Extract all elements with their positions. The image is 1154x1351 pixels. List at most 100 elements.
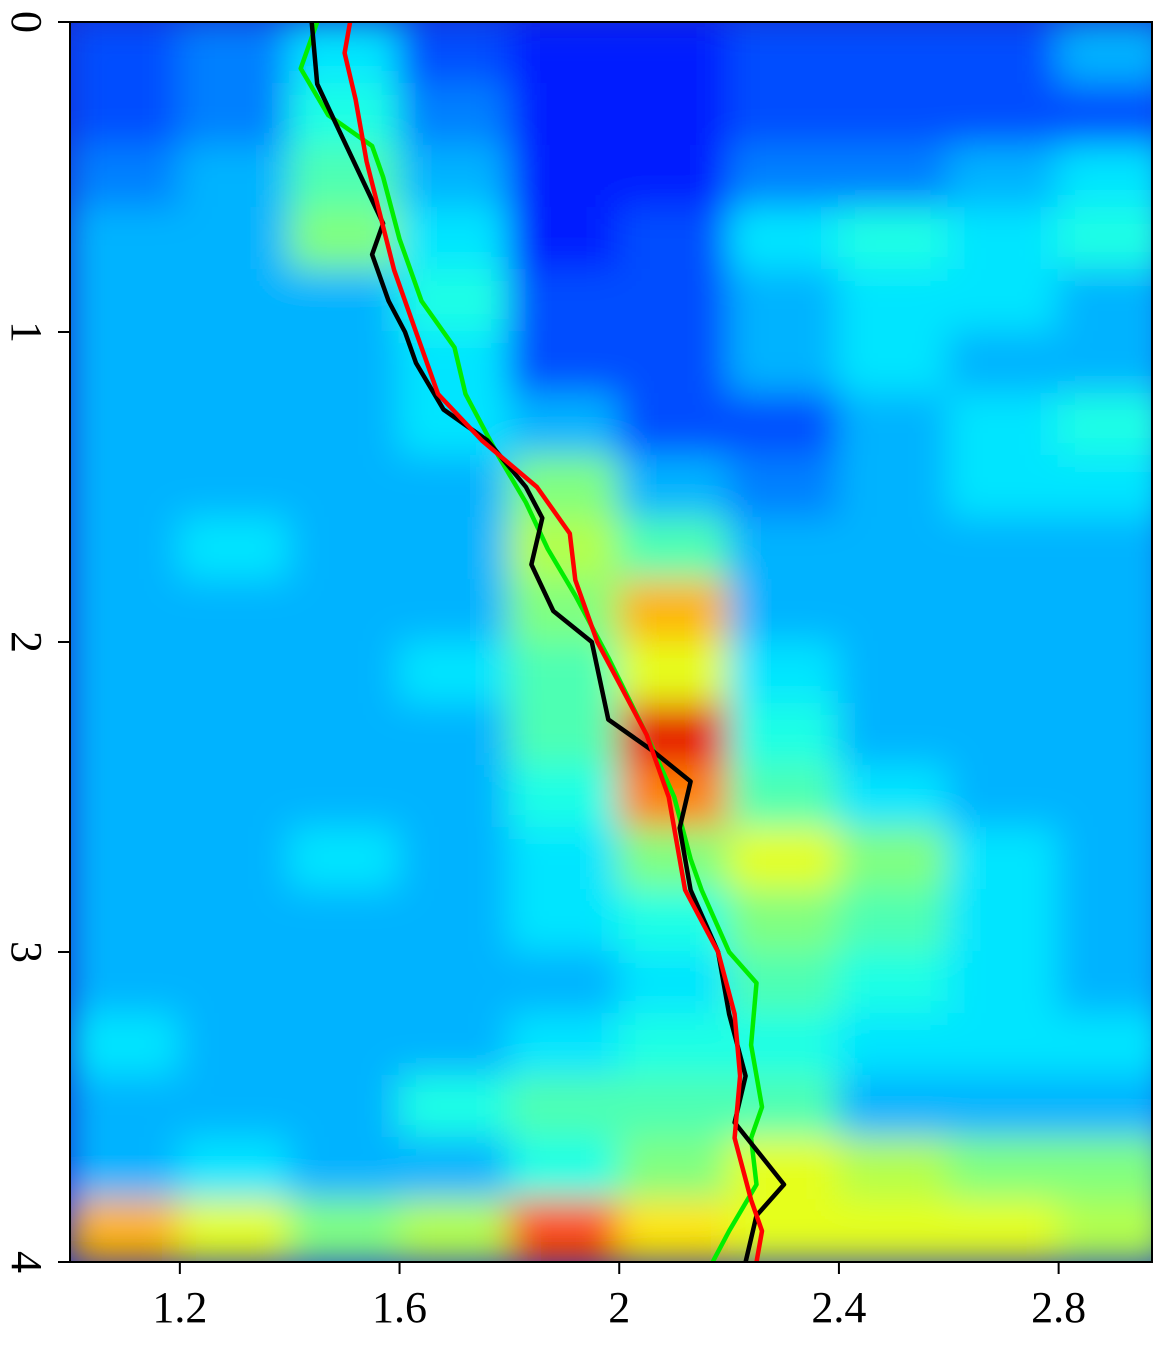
heat-cell	[618, 1075, 730, 1139]
heat-cell	[179, 703, 291, 767]
heat-cell	[948, 393, 1060, 457]
heatmap-cells	[69, 21, 1154, 1263]
heat-cell	[69, 703, 181, 767]
heat-cell	[508, 1137, 620, 1201]
heat-cell	[508, 1199, 620, 1263]
heat-cell	[618, 83, 730, 147]
heat-cell	[1058, 641, 1154, 705]
heat-cell	[618, 1199, 730, 1263]
heat-cell	[399, 579, 511, 643]
heat-cell	[948, 1013, 1060, 1077]
heat-cell	[399, 21, 511, 85]
heat-cell	[838, 765, 950, 829]
heat-cell	[838, 393, 950, 457]
heat-cell	[728, 641, 840, 705]
heat-cell	[728, 269, 840, 333]
heat-cell	[69, 951, 181, 1015]
heat-cell	[69, 827, 181, 891]
y-tick-label: 2	[2, 631, 51, 653]
heat-cell	[618, 579, 730, 643]
heat-cell	[1058, 455, 1154, 519]
heat-cell	[69, 331, 181, 395]
heat-cell	[1058, 765, 1154, 829]
heat-cell	[289, 889, 401, 953]
heat-cell	[838, 827, 950, 891]
heat-cell	[399, 951, 511, 1015]
heat-cell	[69, 579, 181, 643]
heat-cell	[948, 765, 1060, 829]
heat-cell	[948, 517, 1060, 581]
heat-cell	[728, 145, 840, 209]
heat-cell	[1058, 269, 1154, 333]
heat-cell	[508, 889, 620, 953]
heat-cell	[289, 269, 401, 333]
heat-cell	[1058, 703, 1154, 767]
heat-cell	[838, 1075, 950, 1139]
heat-cell	[179, 269, 291, 333]
heat-cell	[69, 455, 181, 519]
x-tick-label: 1.6	[372, 1283, 427, 1332]
heat-cell	[399, 1075, 511, 1139]
heat-cell	[948, 1199, 1060, 1263]
heat-cell	[838, 579, 950, 643]
heat-cell	[179, 889, 291, 953]
heat-cell	[399, 455, 511, 519]
heat-cell	[289, 765, 401, 829]
heat-cell	[399, 703, 511, 767]
heat-cell	[179, 951, 291, 1015]
heat-cell	[838, 83, 950, 147]
heat-cell	[179, 641, 291, 705]
heat-cell	[728, 393, 840, 457]
heat-cell	[1058, 331, 1154, 395]
heat-cell	[289, 517, 401, 581]
heat-cell	[728, 517, 840, 581]
heat-cell	[1058, 889, 1154, 953]
heat-cell	[948, 951, 1060, 1015]
heat-cell	[618, 951, 730, 1015]
heat-cell	[1058, 517, 1154, 581]
page: 1.21.622.42.801234 (() => { const data =…	[0, 0, 1154, 1346]
heat-cell	[289, 641, 401, 705]
heat-cell	[69, 517, 181, 581]
heat-cell	[618, 641, 730, 705]
heat-cell	[69, 641, 181, 705]
heat-cell	[1058, 1013, 1154, 1077]
heat-cell	[838, 1199, 950, 1263]
x-tick-label: 2.8	[1031, 1283, 1086, 1332]
heat-cell	[179, 455, 291, 519]
heat-cell	[179, 393, 291, 457]
heat-cell	[838, 145, 950, 209]
heat-cell	[399, 1013, 511, 1077]
heat-cell	[618, 207, 730, 271]
heat-cell	[399, 207, 511, 271]
heat-cell	[399, 145, 511, 209]
heat-cell	[69, 765, 181, 829]
heat-cell	[508, 207, 620, 271]
heat-cell	[948, 889, 1060, 953]
heat-cell	[838, 21, 950, 85]
heat-cell	[838, 331, 950, 395]
heat-cell	[838, 889, 950, 953]
heat-cell	[69, 393, 181, 457]
heat-cell	[69, 889, 181, 953]
heat-cell	[508, 1075, 620, 1139]
heat-cell	[838, 1137, 950, 1201]
heat-cell	[289, 207, 401, 271]
heat-cell	[728, 455, 840, 519]
heat-cell	[1058, 827, 1154, 891]
heat-cell	[69, 83, 181, 147]
heat-cell	[618, 21, 730, 85]
heat-cell	[1058, 579, 1154, 643]
heat-cell	[179, 1075, 291, 1139]
heat-cell	[728, 207, 840, 271]
heat-cell	[179, 331, 291, 395]
heat-cell	[1058, 1075, 1154, 1139]
heat-cell	[1058, 393, 1154, 457]
y-tick-label: 4	[2, 1251, 51, 1273]
heat-cell	[399, 1137, 511, 1201]
heat-cell	[948, 83, 1060, 147]
heat-cell	[508, 269, 620, 333]
heat-cell	[618, 455, 730, 519]
heat-cell	[728, 765, 840, 829]
heat-cell	[508, 83, 620, 147]
